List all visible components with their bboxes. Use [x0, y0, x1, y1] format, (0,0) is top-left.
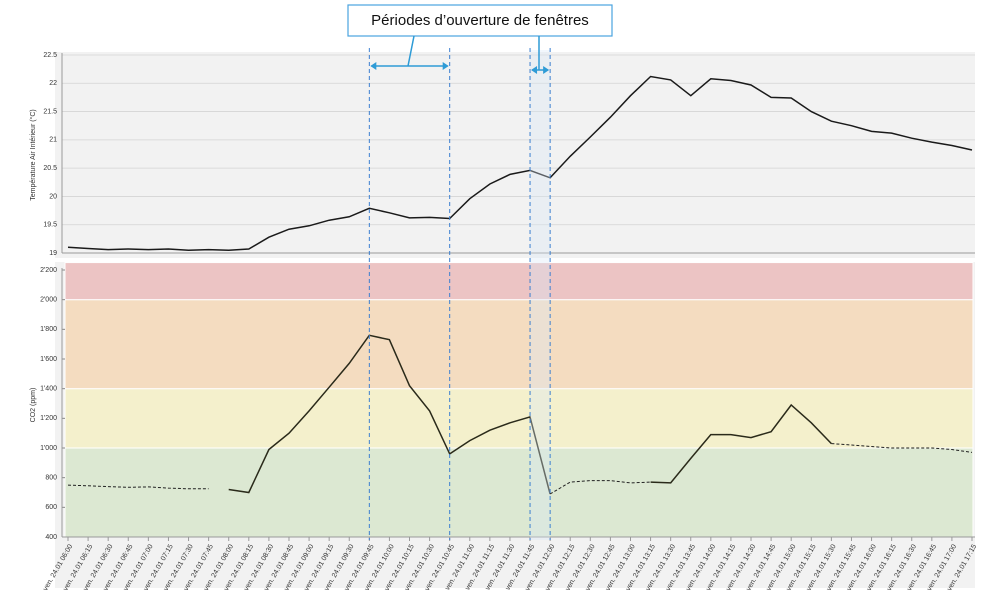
- y-axis-title: CO2 (ppm): [30, 388, 37, 423]
- period-shade: [530, 50, 551, 540]
- threshold-band: [64, 447, 974, 538]
- y-tick-label: 21: [49, 137, 57, 144]
- y-tick-label: 2'200: [40, 267, 57, 274]
- threshold-band: [64, 262, 974, 301]
- y-tick-label: 2'000: [40, 297, 57, 304]
- y-tick-label: 1'600: [40, 356, 57, 363]
- annotation-box: [347, 4, 613, 37]
- temperature-panel: [55, 52, 975, 258]
- y-tick-label: 1'400: [40, 386, 57, 393]
- data-line: [67, 443, 973, 495]
- y-tick-label: 20: [49, 193, 57, 200]
- threshold-band: [64, 299, 974, 390]
- y-tick-label: 1'800: [40, 326, 57, 333]
- y-tick-label: 19.5: [43, 222, 57, 229]
- y-tick-label: 1'000: [40, 445, 57, 452]
- y-tick-label: 22: [49, 80, 57, 87]
- arrow-head: [531, 66, 550, 74]
- data-line: [228, 334, 832, 495]
- annotation-leader: [407, 35, 415, 67]
- y-tick-label: 19: [49, 250, 57, 257]
- y-tick-label: 1'200: [40, 415, 57, 422]
- y-tick-label: 400: [45, 534, 57, 541]
- y-tick-label: 21.5: [43, 108, 57, 115]
- threshold-band: [64, 388, 974, 449]
- y-tick-label: 20.5: [43, 165, 57, 172]
- data-line: [67, 75, 973, 251]
- y-tick-label: 800: [45, 475, 57, 482]
- y-tick-label: 22.5: [43, 52, 57, 59]
- y-tick-label: 600: [45, 504, 57, 511]
- y-axis-title: Température Air Intérieur (°C): [29, 109, 37, 201]
- annotation-text: Périodes d’ouverture de fenêtres: [371, 12, 589, 29]
